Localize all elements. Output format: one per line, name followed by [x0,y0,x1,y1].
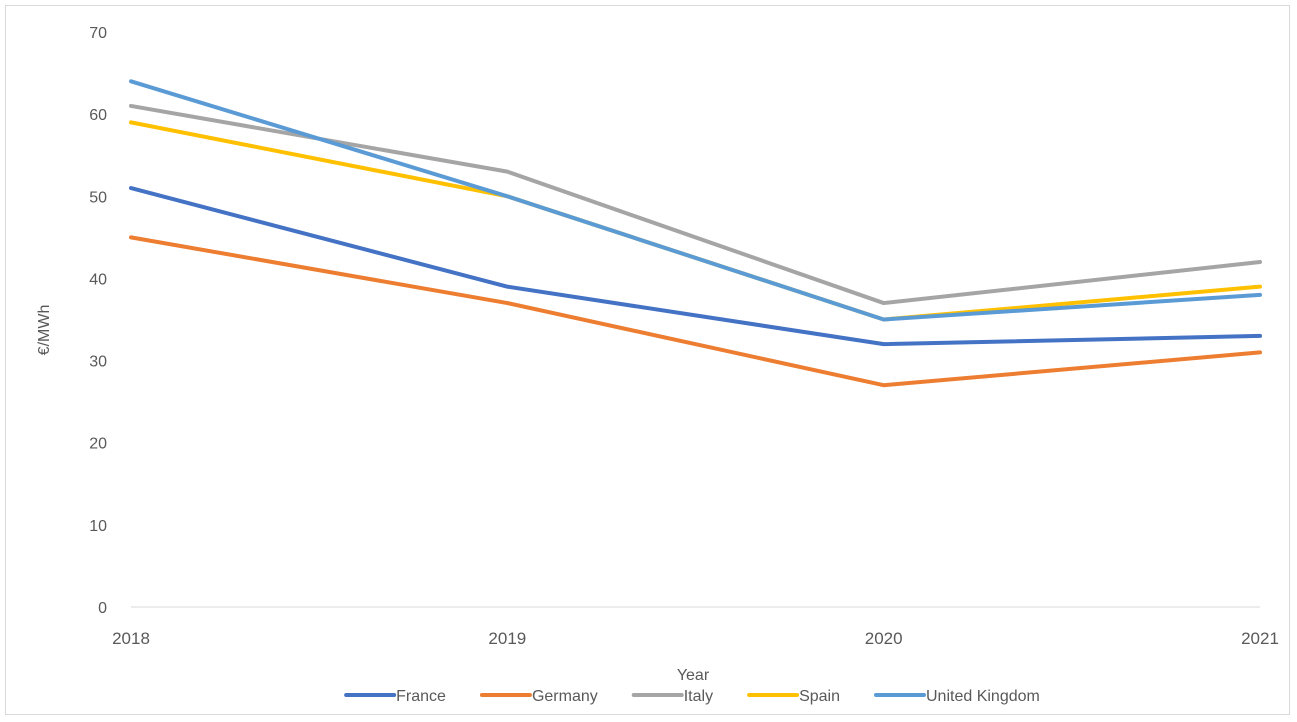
series-line-germany [129,235,1262,388]
y-tick-label: 40 [89,271,107,288]
x-tick-label: 2018 [112,629,150,648]
series-line-spain [129,120,1262,322]
legend-item-italy: Italy [631,688,713,705]
legend: France Germany Italy Spain United Kingdom [344,688,1040,705]
y-tick-label: 10 [89,518,107,535]
y-tick-label: 60 [89,107,107,124]
legend-item-united-kingdom: United Kingdom [874,688,1040,705]
x-tick-label: 2019 [488,629,526,648]
y-tick-label: 70 [89,25,107,42]
y-axis-title: €/MWh [36,305,53,356]
y-tick-label: 20 [89,436,107,453]
series-line-france [129,186,1262,347]
y-tick-label: 30 [89,354,107,371]
x-axis-tick-labels: 2018 2019 2020 2021 [112,629,1279,648]
legend-item-spain: Spain [747,688,840,705]
x-tick-label: 2020 [865,629,903,648]
y-tick-label: 50 [89,189,107,206]
legend-label: Spain [799,688,840,705]
legend-item-france: France [344,688,446,705]
legend-label: United Kingdom [926,688,1040,705]
legend-label: Italy [684,688,713,705]
series-line-italy [129,103,1262,306]
y-tick-label: 0 [98,600,107,617]
legend-item-germany: Germany [479,688,598,705]
series-line-united-kingdom [129,79,1262,322]
legend-label: France [396,688,446,705]
x-axis-title: Year [677,667,710,684]
legend-label: Germany [532,688,598,705]
series-lines [129,79,1262,388]
x-tick-label: 2021 [1241,629,1279,648]
y-axis-tick-labels: 0 10 20 30 40 50 60 70 [89,25,107,617]
